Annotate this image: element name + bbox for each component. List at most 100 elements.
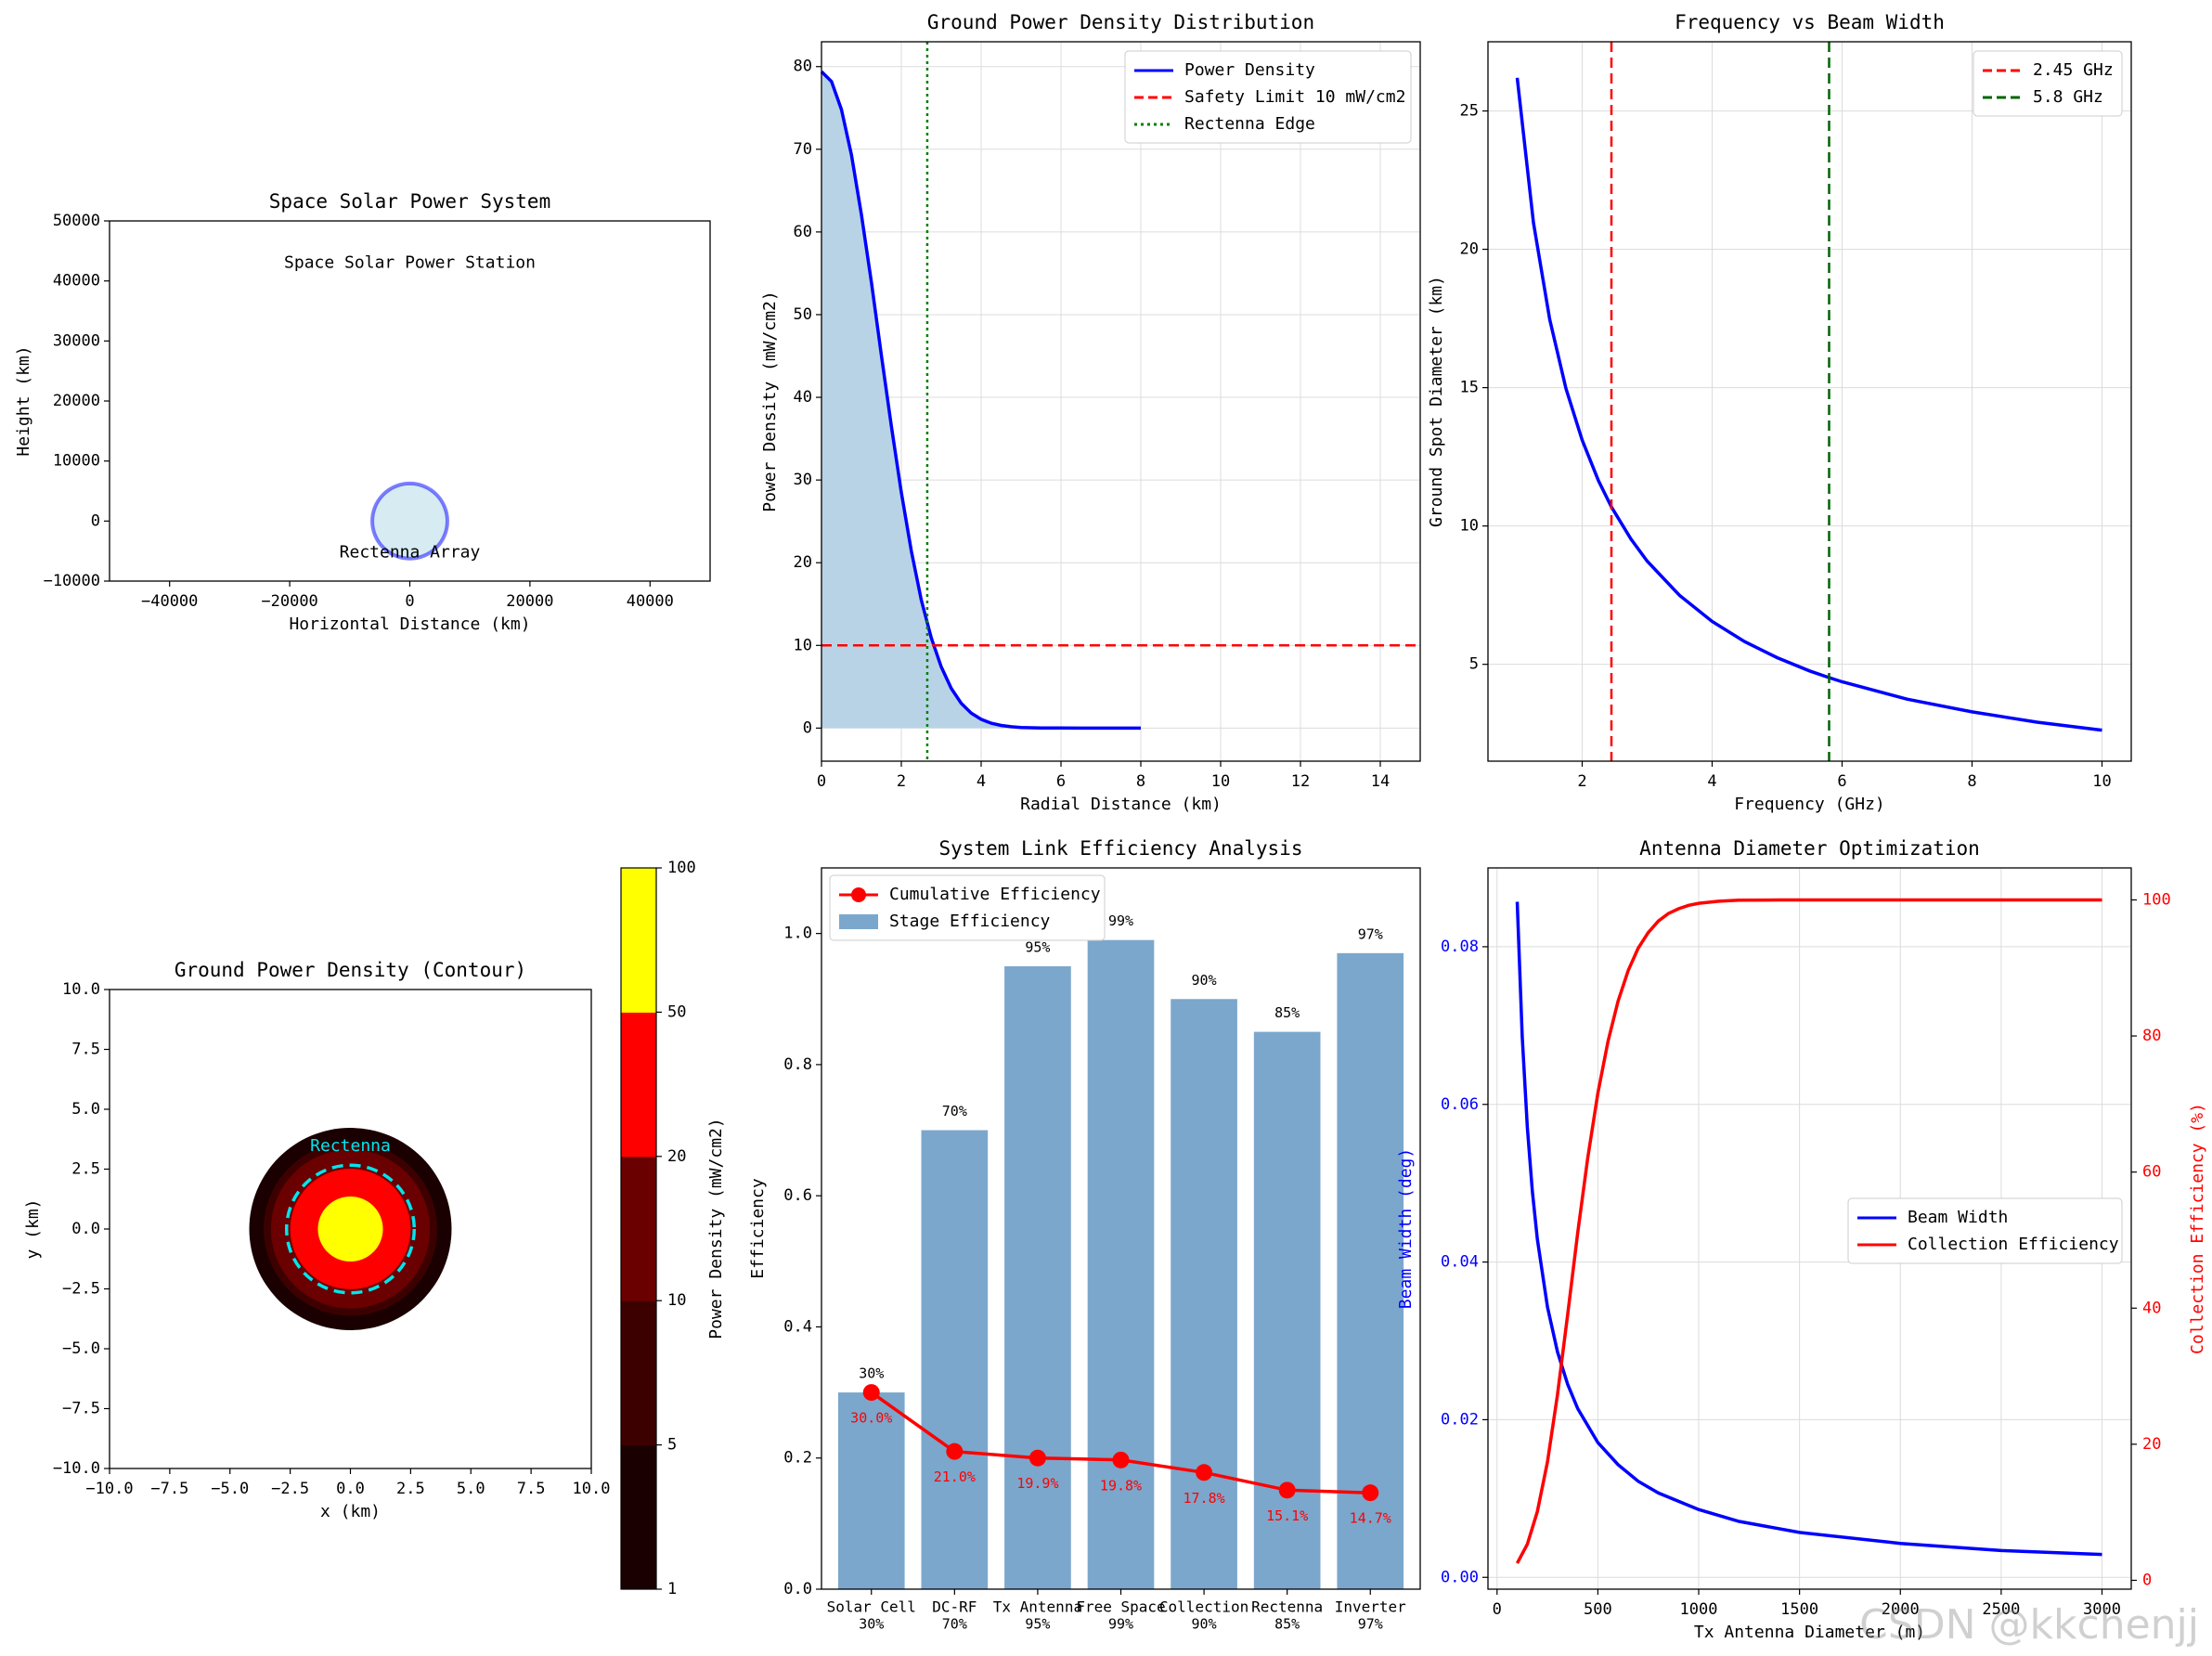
y-tick-label: 15: [1460, 379, 1479, 397]
legend-label: Safety Limit 10 mW/cm2: [1184, 87, 1405, 107]
y-tick-label: 0.8: [783, 1055, 812, 1074]
bar-value-label: 95%: [1025, 938, 1050, 955]
category-label: Solar Cell: [827, 1598, 916, 1616]
cumulative-point: [1028, 1449, 1046, 1467]
colorbar-segment: [621, 1444, 656, 1590]
beam-width-line: [1515, 901, 2102, 1557]
y-axis-label: y (km): [23, 1198, 43, 1259]
y-axis-label: Efficiency: [748, 1178, 768, 1279]
y-axis-label: Ground Spot Diameter (km): [1427, 276, 1446, 527]
category-label: Collection: [1159, 1598, 1248, 1616]
axes-frame: [821, 41, 1421, 762]
y-tick-label: 0.06: [1441, 1095, 1479, 1114]
cumulative-value-label: 15.1%: [1266, 1507, 1308, 1524]
category-label: Inverter: [1335, 1598, 1406, 1616]
y-tick-label: 0: [91, 511, 100, 530]
legend-box: [1124, 50, 1412, 144]
legend-label: 5.8 GHz: [2033, 87, 2103, 107]
x-tick-label: 0: [1493, 1600, 1502, 1619]
axes-antenna: 0 500 1000 1500 2000 2500 30000.000.020.040.06…: [1396, 837, 2207, 1642]
x-tick-label: 4: [977, 772, 986, 791]
y-tick-label: 5.0: [71, 1100, 100, 1119]
y-tick-label: 70: [794, 140, 812, 159]
axes-frame: [1487, 867, 2132, 1590]
y-right-axis-label: Collection Efficiency (%): [2188, 1103, 2207, 1354]
x-tick-label: 0: [405, 592, 414, 611]
category-pct-label: 97%: [1358, 1616, 1383, 1633]
y-tick-label: 0.04: [1441, 1253, 1479, 1272]
y-right-tick-label: 40: [2142, 1299, 2161, 1317]
x-tick-label: 8: [1136, 772, 1145, 791]
y-tick-label: 50000: [53, 212, 100, 230]
legend-label: Power Density: [1184, 60, 1315, 80]
category-label: Free Space: [1076, 1598, 1165, 1616]
y-tick-label: −10000: [44, 572, 100, 590]
axes-frame: [1487, 41, 2132, 762]
y-right-tick-label: 80: [2142, 1027, 2161, 1045]
category-pct-label: 95%: [1025, 1616, 1050, 1633]
y-tick-label: 0.0: [71, 1220, 100, 1238]
cumulative-value-label: 17.8%: [1184, 1490, 1225, 1507]
station-label: Space Solar Power Station: [284, 252, 536, 272]
y-tick-label: 10: [794, 636, 812, 654]
legend-label: Stage Efficiency: [889, 912, 1051, 931]
rectenna-boundary: [284, 1163, 417, 1295]
bar-value-label: 90%: [1192, 972, 1217, 989]
colorbar-segment: [621, 868, 656, 1013]
y-tick-label: 20: [794, 553, 812, 572]
y-tick-label: −5.0: [62, 1339, 100, 1358]
x-tick-label: 500: [1584, 1600, 1612, 1619]
colorbar-segment: [621, 1300, 656, 1446]
y-tick-label: 2.5: [71, 1160, 100, 1179]
cumulative-value-label: 19.9%: [1016, 1475, 1058, 1492]
category-label: Rectenna: [1251, 1598, 1323, 1616]
cumulative-value-label: 14.7%: [1350, 1510, 1391, 1527]
x-tick-label: 5.0: [457, 1480, 485, 1498]
x-tick-label: −5.0: [211, 1480, 249, 1498]
axes-frame: [821, 867, 1421, 1590]
y-right-tick-label: 60: [2142, 1163, 2161, 1182]
y-tick-label: 5: [1469, 655, 1479, 674]
x-tick-label: 6: [1837, 772, 1846, 791]
x-tick-label: −7.5: [150, 1480, 188, 1498]
y-tick-label: 0.4: [783, 1317, 812, 1336]
spot-diameter-line: [1515, 77, 2102, 732]
y-tick-label: 40000: [53, 272, 100, 291]
cumulative-point: [946, 1443, 964, 1460]
x-tick-label: 14: [1371, 772, 1390, 791]
y-tick-label: 10: [1460, 517, 1479, 536]
axes-system: Space Solar Power Station Rectenna Array −…: [14, 190, 711, 634]
chart-title: Frequency vs Beam Width: [1675, 11, 1945, 33]
category-pct-label: 70%: [942, 1616, 967, 1633]
colorbar-segment: [621, 1012, 656, 1158]
x-tick-label: 20000: [506, 592, 553, 611]
contour-level: [317, 1196, 383, 1262]
x-tick-label: 0.0: [336, 1480, 365, 1498]
x-tick-label: 10.0: [573, 1480, 611, 1498]
x-tick-label: −20000: [261, 592, 317, 611]
y-tick-label: 7.5: [71, 1041, 100, 1059]
category-pct-label: 30%: [859, 1616, 884, 1633]
bar-value-label: 30%: [859, 1365, 884, 1382]
axes-freq: 2 4 6 8 10 5 10 15 20 25 Frequency vs Beam Width Fr…: [1427, 11, 2132, 814]
cumulative-point: [1278, 1481, 1296, 1499]
y-axis-label: Height (km): [14, 345, 33, 456]
x-tick-label: −40000: [141, 592, 198, 611]
bar-value-label: 99%: [1108, 912, 1133, 929]
category-pct-label: 99%: [1108, 1616, 1133, 1633]
x-axis-label: Radial Distance (km): [1020, 795, 1222, 814]
stage-bar: [837, 1392, 905, 1589]
colorbar-label: Power Density (mW/cm2): [706, 1118, 726, 1339]
y-tick-label: −10.0: [53, 1459, 100, 1478]
y-tick-label: 0: [803, 718, 812, 737]
stage-bar: [921, 1130, 989, 1589]
cumulative-point: [862, 1384, 880, 1402]
y-right-tick-label: 100: [2142, 890, 2171, 909]
colorbar-tick-label: 50: [667, 1003, 686, 1021]
y-tick-label: 0.08: [1441, 938, 1479, 956]
y-tick-label: −7.5: [62, 1400, 100, 1418]
x-tick-label: 1500: [1780, 1600, 1818, 1619]
legend-box: [829, 874, 1106, 941]
legend-label: Beam Width: [1908, 1208, 2008, 1227]
